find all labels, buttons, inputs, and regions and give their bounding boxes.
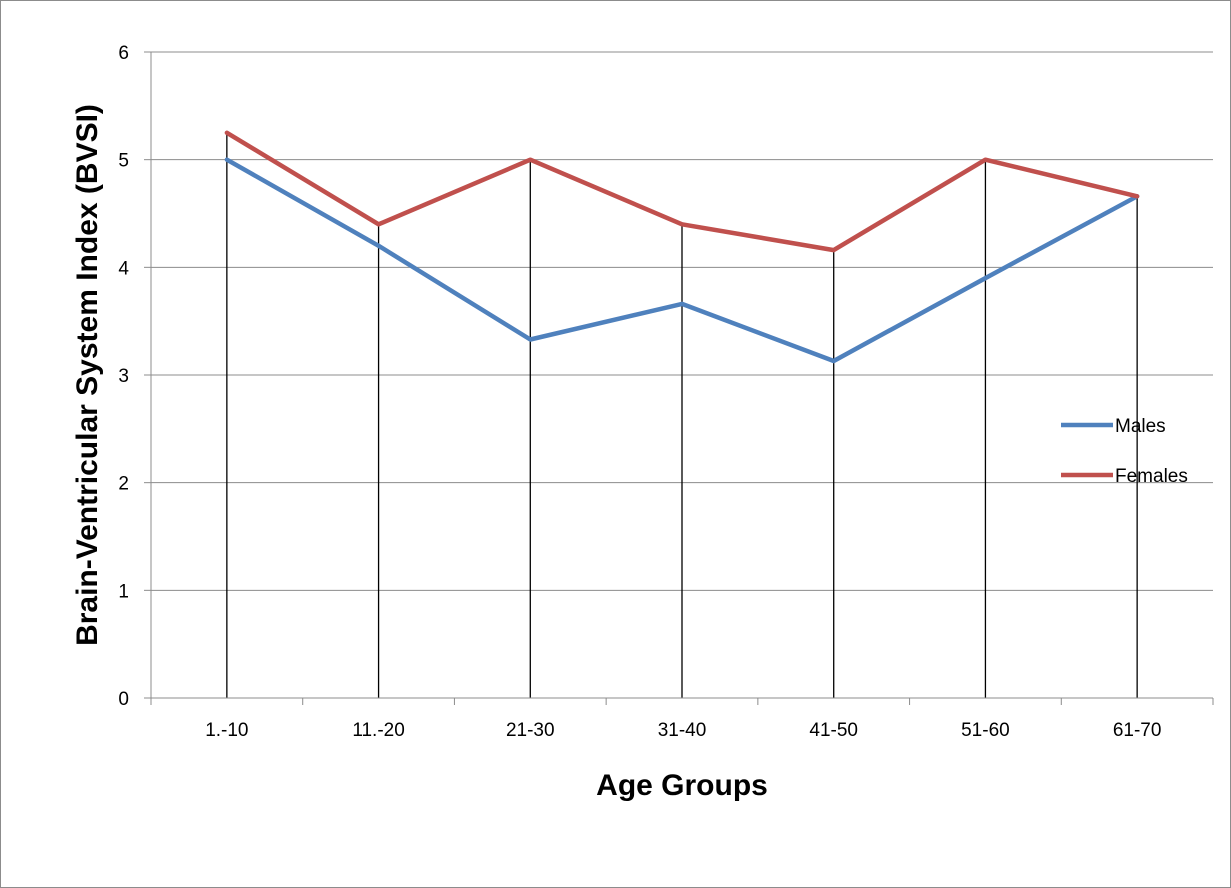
legend-label-females: Females [1115, 466, 1188, 487]
x-tick-label: 21-30 [506, 720, 555, 741]
x-tick-label: 41-50 [809, 720, 858, 741]
y-tick-label: 0 [118, 689, 129, 710]
x-axis-title: Age Groups [596, 769, 768, 802]
y-axis-title: Brain-Ventricular System Index (BVSI) [71, 104, 104, 646]
x-tick-label: 1.-10 [205, 720, 248, 741]
series-lines [224, 130, 1140, 364]
axes: 0 1 2 3 4 5 6 1.-10 11.-20 21-30 31-40 41-50 51-60 61… [118, 43, 1214, 741]
y-tick-label: 4 [118, 258, 129, 279]
legend-label-males: Males [1115, 416, 1166, 437]
x-tick-label: 61-70 [1113, 720, 1162, 741]
y-tick-label: 5 [118, 151, 129, 172]
x-tick-label: 31-40 [658, 720, 707, 741]
x-tick-label: 51-60 [961, 720, 1010, 741]
y-tick-label: 6 [118, 43, 129, 64]
legend: Males Females [1061, 416, 1188, 487]
drop-lines [226, 132, 1138, 698]
x-tick-label: 11.-20 [352, 720, 404, 741]
y-tick-label: 2 [118, 474, 129, 495]
y-tick-label: 3 [118, 366, 129, 387]
y-tick-label: 1 [118, 581, 129, 602]
